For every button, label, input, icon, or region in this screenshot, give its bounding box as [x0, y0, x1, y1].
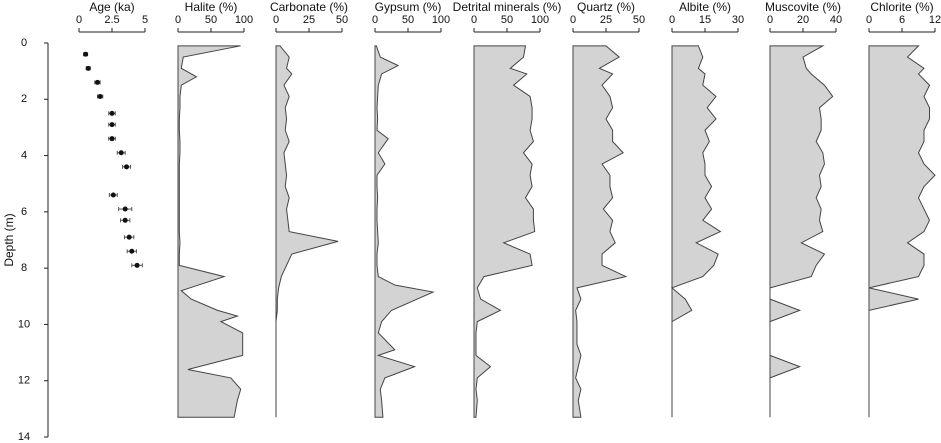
- panel-title: Chlorite (%): [870, 0, 933, 14]
- x-tick-label: 50: [336, 14, 348, 26]
- x-tick-label: 2.5: [104, 14, 119, 26]
- x-tick-label: 0: [372, 14, 378, 26]
- age-point: [97, 93, 103, 99]
- panel-title: Quartz (%): [577, 0, 635, 14]
- panel-title: Gypsum (%): [375, 0, 442, 14]
- x-tick-label: 50: [402, 14, 414, 26]
- y-tick-label: 2: [21, 93, 27, 105]
- x-tick-label: 5: [142, 14, 148, 26]
- age-point: [109, 110, 115, 116]
- x-tick-label: 0: [767, 14, 773, 26]
- panel-title: Albite (%): [679, 0, 731, 14]
- panel-title: Halite (%): [185, 0, 238, 14]
- x-tick-label: 0: [76, 14, 82, 26]
- age-point: [109, 136, 115, 142]
- panel-title: Carbonate (%): [270, 0, 348, 14]
- profile-area: [671, 45, 722, 418]
- profile-area: [572, 45, 628, 418]
- age-point: [124, 164, 130, 170]
- x-tick-label: 100: [432, 14, 450, 26]
- x-tick-label: 0: [669, 14, 675, 26]
- y-tick-label: 6: [21, 206, 27, 218]
- y-tick-label: 8: [21, 262, 27, 274]
- profile-area: [374, 45, 435, 418]
- age-point: [122, 206, 128, 212]
- x-tick-label: 25: [600, 14, 612, 26]
- x-tick-label: 100: [531, 14, 549, 26]
- x-tick-label: 0: [570, 14, 576, 26]
- x-tick-label: 0: [471, 14, 477, 26]
- y-tick-label: 10: [18, 318, 30, 330]
- profile-area: [177, 45, 244, 418]
- y-tick-label: 12: [18, 375, 30, 387]
- age-point: [94, 79, 100, 85]
- x-tick-label: 50: [633, 14, 645, 26]
- x-tick-label: 0: [273, 14, 279, 26]
- age-point: [129, 248, 135, 254]
- x-tick-label: 40: [830, 14, 842, 26]
- x-tick-label: 0: [866, 14, 872, 26]
- x-tick-label: 6: [899, 14, 905, 26]
- age-point: [83, 51, 89, 57]
- profile-area: [868, 45, 936, 418]
- age-point: [118, 150, 124, 156]
- x-tick-label: 25: [303, 14, 315, 26]
- x-tick-label: 50: [501, 14, 513, 26]
- age-point: [109, 122, 115, 128]
- panel-title: Age (ka): [89, 0, 134, 14]
- panel-title: Detrital minerals (%): [453, 0, 562, 14]
- x-tick-label: 12: [929, 14, 941, 26]
- x-tick-label: 20: [797, 14, 809, 26]
- age-point: [126, 234, 132, 240]
- profile-area: [769, 45, 834, 418]
- y-tick-label: 14: [18, 431, 30, 443]
- x-tick-label: 50: [205, 14, 217, 26]
- age-point: [110, 192, 116, 198]
- x-tick-label: 0: [175, 14, 181, 26]
- y-tick-label: 0: [21, 37, 27, 49]
- age-point: [85, 65, 91, 71]
- y-tick-label: 4: [21, 149, 27, 161]
- age-point: [122, 217, 128, 223]
- x-tick-label: 30: [732, 14, 744, 26]
- age-point: [134, 262, 140, 268]
- profile-area: [473, 45, 536, 418]
- x-tick-label: 100: [235, 14, 253, 26]
- profile-area: [275, 45, 339, 418]
- panel-title: Muscovite (%): [765, 0, 841, 14]
- x-tick-label: 15: [699, 14, 711, 26]
- y-axis-label: Depth (m): [2, 213, 16, 266]
